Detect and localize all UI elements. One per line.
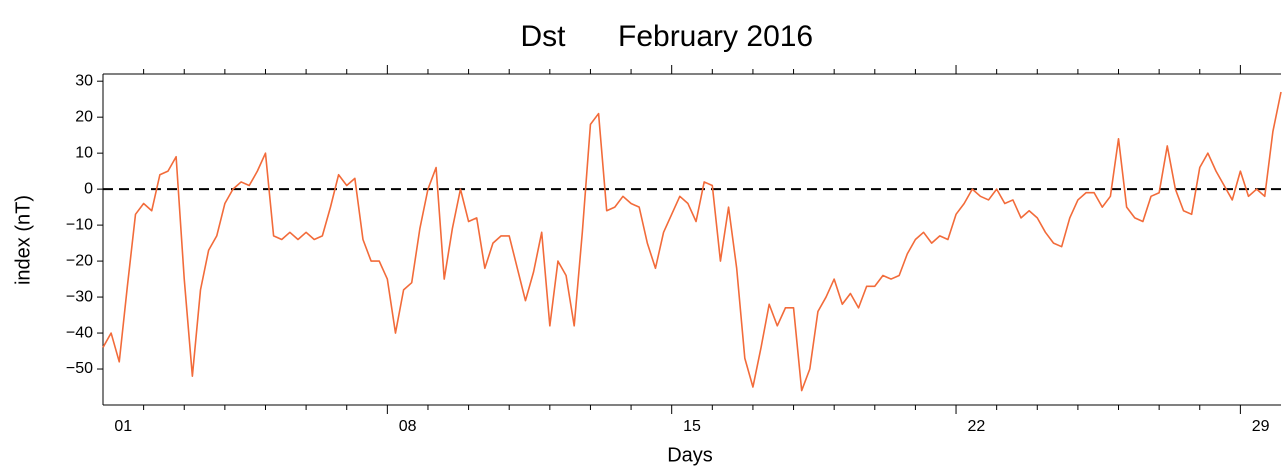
x-tick-label: 08 xyxy=(399,418,417,435)
x-tick-label: 22 xyxy=(967,418,985,435)
title-name: Dst xyxy=(521,20,567,53)
x-tick-label: 01 xyxy=(114,418,132,435)
y-tick-label: −10 xyxy=(66,216,93,233)
y-tick-label: −30 xyxy=(66,288,93,305)
y-tick-label: −50 xyxy=(66,360,93,377)
x-tick-label: 15 xyxy=(683,418,701,435)
x-tick-label: 29 xyxy=(1252,418,1270,435)
y-tick-label: −40 xyxy=(66,324,93,341)
chart-title: February 2016 xyxy=(618,20,813,53)
y-tick-label: 30 xyxy=(75,72,93,89)
y-axis-label: index (nT) xyxy=(12,195,34,285)
data-line xyxy=(102,91,1282,392)
y-tick-label: 0 xyxy=(84,180,93,197)
x-axis-label: Days xyxy=(667,444,713,466)
y-tick-label: 20 xyxy=(75,108,93,125)
title: Dst February 2016 xyxy=(521,20,814,53)
y-tick-label: 10 xyxy=(75,144,93,161)
y-tick-label: −20 xyxy=(66,252,93,269)
